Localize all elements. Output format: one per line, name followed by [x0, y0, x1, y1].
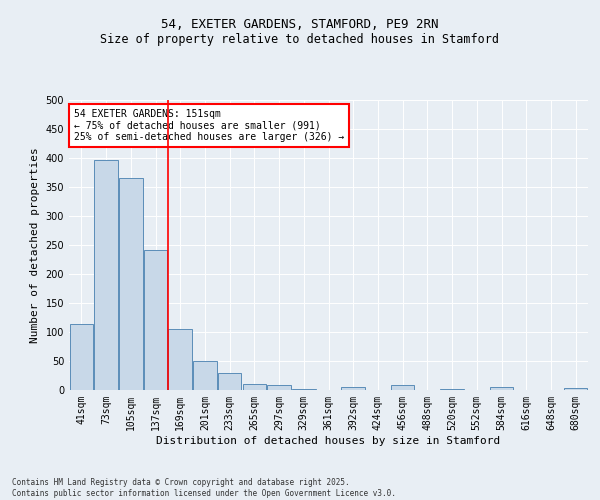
Bar [292, 389, 316, 390]
Text: 54 EXETER GARDENS: 151sqm
← 75% of detached houses are smaller (991)
25% of semi: 54 EXETER GARDENS: 151sqm ← 75% of detac… [74, 108, 344, 142]
Bar [70, 324, 93, 390]
Bar [169, 329, 192, 390]
Bar [193, 361, 217, 390]
Bar [391, 386, 415, 390]
X-axis label: Distribution of detached houses by size in Stamford: Distribution of detached houses by size … [157, 436, 500, 446]
Bar [268, 386, 291, 390]
Bar [94, 160, 118, 390]
Text: Contains HM Land Registry data © Crown copyright and database right 2025.
Contai: Contains HM Land Registry data © Crown c… [12, 478, 396, 498]
Bar [218, 372, 241, 390]
Text: 54, EXETER GARDENS, STAMFORD, PE9 2RN: 54, EXETER GARDENS, STAMFORD, PE9 2RN [161, 18, 439, 30]
Bar [119, 178, 143, 390]
Bar [490, 386, 513, 390]
Bar [341, 387, 365, 390]
Text: Size of property relative to detached houses in Stamford: Size of property relative to detached ho… [101, 32, 499, 46]
Bar [144, 250, 167, 390]
Bar [564, 388, 587, 390]
Y-axis label: Number of detached properties: Number of detached properties [30, 147, 40, 343]
Bar [242, 384, 266, 390]
Bar [440, 389, 464, 390]
